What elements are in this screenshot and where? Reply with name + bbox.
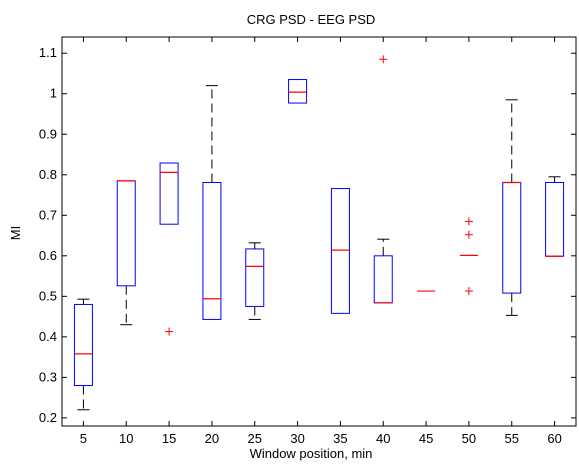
x-tick-label: 60: [547, 431, 561, 446]
box-10: [116, 180, 136, 326]
box-20: [202, 85, 222, 320]
axes: 0.2 0.3 0.4 0.5 0.6 0.7 0.8 0.9 1 1.1 5 10 15 20 25 30 3…: [39, 36, 577, 446]
box-60: [545, 176, 565, 257]
box-body: [545, 181, 565, 257]
box-body: [288, 79, 308, 104]
box-5: [73, 298, 93, 411]
box-40: [373, 55, 393, 304]
plot-area: [73, 55, 565, 411]
plot-frame: [61, 36, 577, 427]
y-tick-label: 0.9: [39, 126, 57, 141]
x-tick-label: 20: [205, 431, 219, 446]
box-35: [330, 188, 350, 314]
y-tick-label: 0.5: [39, 288, 57, 303]
box-25: [245, 242, 265, 320]
y-tick-label: 0.4: [39, 329, 57, 344]
box-body: [202, 181, 222, 320]
y-axis-label: MI: [8, 226, 23, 240]
box-body: [116, 180, 136, 287]
x-tick-label: 25: [248, 431, 262, 446]
box-15: [159, 162, 179, 336]
x-tick-label: 35: [333, 431, 347, 446]
x-tick-label: 30: [290, 431, 304, 446]
y-tick-label: 0.8: [39, 167, 57, 182]
x-tick-label: 5: [80, 431, 87, 446]
box-body: [73, 303, 93, 386]
y-tick-label: 0.3: [39, 369, 57, 384]
box-30: [288, 79, 308, 104]
x-tick-label: 10: [119, 431, 133, 446]
box-body: [330, 188, 350, 314]
y-tick-label: 0.7: [39, 207, 57, 222]
y-tick-label: 1.1: [39, 45, 57, 60]
box-body: [373, 255, 393, 304]
box-body: [245, 248, 265, 307]
x-axis-label: Window position, min: [250, 446, 373, 461]
x-tick-label: 15: [162, 431, 176, 446]
x-tick-label: 40: [376, 431, 390, 446]
x-tick-label: 55: [505, 431, 519, 446]
chart-title: CRG PSD - EEG PSD: [247, 12, 376, 27]
y-tick-label: 0.2: [39, 410, 57, 425]
x-tick-label: 45: [419, 431, 433, 446]
box-55: [502, 99, 522, 316]
x-tick-label: 50: [462, 431, 476, 446]
box-body: [502, 181, 522, 294]
box-50: [459, 217, 478, 296]
box-body: [159, 162, 179, 225]
y-tick-label: 0.6: [39, 248, 57, 263]
y-tick-label: 1: [50, 86, 57, 101]
